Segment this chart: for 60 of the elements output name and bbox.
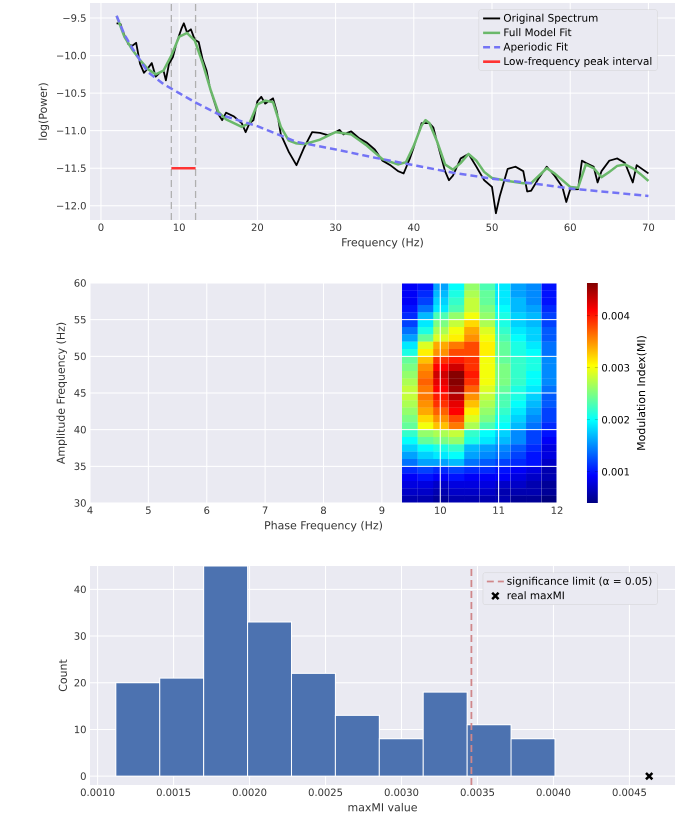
y-tick-label: 0: [80, 772, 86, 780]
x-tick-label: 10: [174, 224, 185, 232]
x-tick-label: 60: [564, 224, 576, 232]
y-tick-label: 20: [74, 678, 86, 687]
legend-label: Original Spectrum: [504, 14, 598, 24]
y-tick-label: −10.5: [57, 89, 86, 97]
x-tick-label: 0.0035: [460, 788, 494, 796]
y-tick-label: −11.5: [57, 164, 86, 172]
y-axis-title: Count: [58, 660, 67, 692]
x-axis-title: Phase Frequency (Hz): [265, 520, 382, 532]
x-tick-label: 70: [642, 224, 654, 232]
legend-label: Aperiodic Fit: [503, 42, 568, 53]
y-tick-label: −12.0: [57, 202, 86, 210]
x-tick-label: 40: [408, 224, 420, 232]
x-tick-label: 0.0015: [156, 788, 190, 796]
x-tick-label: 0.0020: [232, 788, 266, 796]
y-tick-label: 35: [74, 462, 86, 470]
color-bar-label: 0.001: [602, 468, 630, 476]
x-tick-label: 0.0030: [384, 788, 418, 796]
x-axis-title: maxMI value: [348, 802, 417, 812]
y-tick-label: 40: [74, 426, 86, 434]
x-tick-label: 10: [435, 506, 446, 514]
x-tick-label: 5: [146, 506, 151, 514]
y-tick-label: 55: [74, 316, 86, 324]
legend-label: significance limit (α = 0.05): [507, 576, 652, 587]
y-axis-title: Amplitude Frequency (Hz): [56, 322, 67, 464]
x-tick-label: 9: [379, 506, 384, 514]
x-tick-label: 0.0040: [536, 788, 570, 796]
color-bar-label: 0.003: [602, 364, 630, 372]
x-axis-title: Frequency (Hz): [342, 238, 423, 248]
color-bar-label: 0.004: [602, 312, 630, 320]
x-tick-label: 30: [330, 224, 342, 232]
y-tick-label: 30: [74, 632, 86, 640]
legend-label: Low-frequency peak interval: [504, 56, 652, 68]
y-tick-label: 50: [74, 352, 86, 360]
y-tick-label: 40: [74, 586, 86, 594]
legend-label: real maxMI: [508, 591, 564, 600]
y-tick-label: 10: [74, 726, 86, 734]
color-bar-title: Modulation Index(MI): [636, 336, 647, 450]
x-tick-label: 20: [252, 224, 264, 232]
y-tick-label: −11.0: [57, 126, 86, 134]
y-tick-label: 60: [74, 279, 86, 287]
y-tick-label: −10.0: [57, 52, 86, 60]
x-tick-label: 0.0025: [308, 788, 342, 796]
color-bar-label: 0.002: [602, 416, 629, 424]
y-tick-label: −9.5: [63, 14, 86, 22]
x-tick-label: 8: [321, 506, 326, 514]
x-tick-label: 4: [87, 506, 93, 514]
x-tick-label: 6: [204, 506, 210, 514]
legend-label: Full Model Fit: [504, 28, 572, 36]
x-tick-label: 0.0045: [612, 788, 646, 796]
y-axis-title: log(Power): [38, 83, 50, 140]
x-tick-label: 12: [552, 506, 562, 514]
x-tick-label: 11: [493, 506, 504, 514]
y-tick-label: 45: [74, 389, 86, 397]
x-tick-label: 0: [98, 224, 104, 232]
y-tick-label: 30: [74, 499, 86, 507]
x-tick-label: 0.0010: [80, 788, 114, 796]
x-tick-label: 7: [262, 506, 268, 514]
x-tick-label: 50: [486, 224, 498, 232]
